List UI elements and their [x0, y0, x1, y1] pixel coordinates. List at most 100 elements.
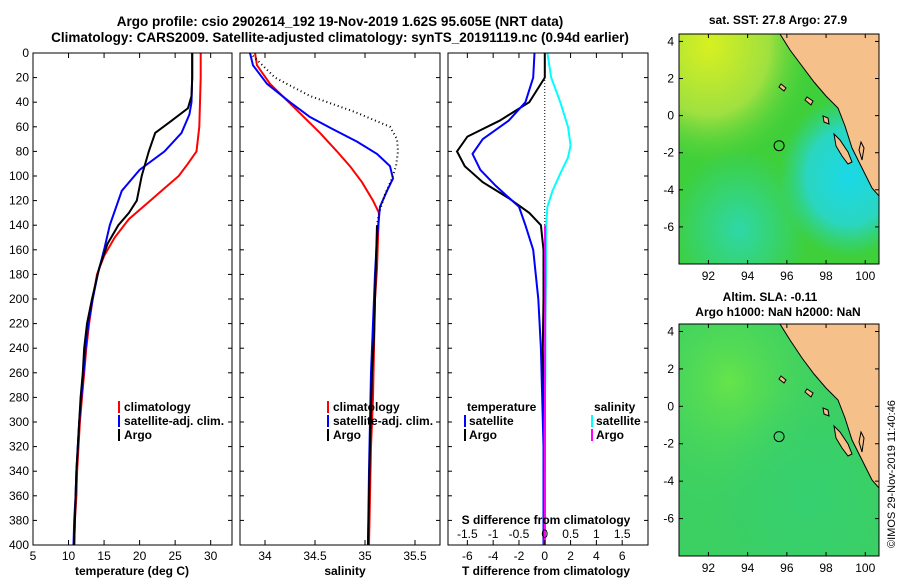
depth-axis: 0 20 40 60 80 100 120 140 160 180 200 220 240 260 280 3… [9, 46, 29, 552]
diff-legend-s-satellite: satellite [596, 414, 641, 428]
diff-xtick-label: -4 [488, 549, 499, 563]
map-sst-land [779, 34, 879, 197]
depth-tick-label: 300 [9, 415, 29, 429]
sal-xtick-label: 35.5 [403, 549, 427, 563]
depth-tick-label: 20 [16, 71, 30, 85]
map-sst-argo-marker [773, 140, 785, 152]
temp-xlabel: temperature (deg C) [75, 564, 189, 578]
map_sla-ytick-label: 2 [667, 362, 674, 376]
temp-series-argo [73, 53, 194, 545]
panel-salinity: 34 34.5 35 35.5 salinity climatology satell… [239, 52, 441, 578]
depth-tick-label: 320 [9, 440, 29, 454]
depth-tick-label: 360 [9, 489, 29, 503]
sal-legend-argo: Argo [333, 428, 361, 442]
diff-xtick-label: -2 [514, 549, 525, 563]
panel-difference: -6 -4 -2 0 2 4 6 T difference from climatology… [447, 52, 649, 578]
map-sst: sat. SST: 27.8 Argo: 27.9 92 94 96 98 100 -6 -… [663, 13, 880, 283]
map_sla-xtick-label: 98 [819, 561, 833, 575]
map_sla-ytick-label: 0 [667, 399, 674, 413]
map_sla-ytick-label: -6 [663, 512, 674, 526]
map_sla-xtick-label: 100 [855, 561, 875, 575]
temp-xtick-label: 20 [133, 549, 147, 563]
sal-xtick-label: 34.5 [303, 549, 327, 563]
map_sst-ytick-label: 2 [667, 72, 674, 86]
sal-series-argo [367, 225, 378, 545]
depth-tick-label: 280 [9, 390, 29, 404]
depth-tick-label: 60 [16, 120, 30, 134]
sal-series-satellite [249, 53, 395, 545]
depth-tick-label: 400 [9, 538, 29, 552]
map_sst-ytick-label: -4 [663, 183, 674, 197]
temp-xtick-label: 30 [204, 549, 218, 563]
map_sst-xtick-label: 98 [819, 269, 833, 283]
depth-tick-label: 140 [9, 218, 29, 232]
depth-tick-label: 340 [9, 464, 29, 478]
map_sst-xtick-label: 92 [702, 269, 716, 283]
sal-series-argo-upper [249, 53, 400, 226]
diff-top-tick-label: -1 [488, 527, 499, 541]
temp-xtick-label: 15 [97, 549, 111, 563]
diff-top-tick-label: -0.5 [509, 527, 530, 541]
legend-satellite: satellite-adj. clim. [124, 414, 224, 428]
panel-temperature: 5 10 15 20 25 30 temperature (deg C) climatol… [30, 52, 233, 578]
credit: ©IMOS 29-Nov-2019 11:40:46 [886, 400, 898, 548]
depth-tick-label: 220 [9, 317, 29, 331]
map_sla-xtick-label: 94 [741, 561, 755, 575]
map_sst-xtick-label: 96 [780, 269, 794, 283]
map_sst-ytick-label: 0 [667, 109, 674, 123]
depth-tick-label: 40 [16, 95, 30, 109]
map_sla-xtick-label: 96 [780, 561, 794, 575]
depth-tick-label: 200 [9, 292, 29, 306]
depth-tick-label: 0 [22, 46, 29, 60]
legend-climatology: climatology [124, 400, 191, 414]
diff-legend-t-satellite: satellite [469, 414, 514, 428]
diff-legend-salinity: salinity [594, 400, 636, 414]
map_sst-ytick-label: -2 [663, 146, 674, 160]
temp-xtick-label: 10 [62, 549, 76, 563]
map_sst-ytick-label: 4 [667, 34, 674, 48]
title-line-1: Argo profile: csio 2902614_192 19-Nov-20… [117, 14, 563, 29]
sal-xtick-label: 34 [258, 549, 272, 563]
title-line-2: Climatology: CARS2009. Satellite-adjuste… [51, 30, 629, 45]
diff-legend: temperature satellite Argo salinity sate… [464, 400, 641, 442]
diff-series-satellite-t [471, 53, 545, 545]
sal-series-climatology [254, 53, 381, 545]
diff-top-tick-label: 0 [541, 527, 548, 541]
sal-xtick-label: 35 [358, 549, 372, 563]
depth-tick-label: 120 [9, 194, 29, 208]
diff-series-satellite-s [543, 53, 572, 545]
map-sla-title-2: Argo h1000: NaN h2000: NaN [695, 305, 860, 319]
map_sst-xtick-label: 94 [741, 269, 755, 283]
map_sla-ytick-label: 4 [667, 324, 674, 338]
sal-xlabel: salinity [324, 564, 366, 578]
temp-xtick-label: 5 [30, 549, 37, 563]
depth-tick-label: 100 [9, 169, 29, 183]
temp-legend: climatology satellite-adj. clim. Argo [118, 400, 224, 442]
temp-xtick-label: 25 [168, 549, 182, 563]
diff-legend-s-argo: Argo [596, 428, 624, 442]
map-sla-title-1: Altim. SLA: -0.11 [723, 290, 818, 304]
map-sla-land [779, 324, 879, 489]
depth-tick-label: 180 [9, 267, 29, 281]
diff-top-tick-label: 1 [593, 527, 600, 541]
diff-xlabel: T difference from climatology [462, 564, 630, 578]
diff-xlabel-top: S difference from climatology [462, 513, 631, 527]
depth-tick-label: 160 [9, 243, 29, 257]
diff-legend-temperature: temperature [467, 400, 537, 414]
diff-top-tick-label: 1.5 [614, 527, 631, 541]
diff-xtick-label: -6 [462, 549, 473, 563]
sal-legend-satellite: satellite-adj. clim. [333, 414, 433, 428]
diff-legend-t-argo: Argo [469, 428, 497, 442]
depth-tick-label: 80 [16, 144, 30, 158]
diff-xtick-label: 4 [593, 549, 600, 563]
map_sst-xtick-label: 100 [855, 269, 875, 283]
legend-argo: Argo [124, 428, 152, 442]
diff-xtick-label: 0 [541, 549, 548, 563]
depth-tick-label: 240 [9, 341, 29, 355]
depth-tick-label: 380 [9, 513, 29, 527]
diff-top-tick-label: -1.5 [457, 527, 478, 541]
map_sla-ytick-label: -4 [663, 474, 674, 488]
sal-legend-climatology: climatology [333, 400, 400, 414]
diff-top-tick-label: 0.5 [562, 527, 579, 541]
